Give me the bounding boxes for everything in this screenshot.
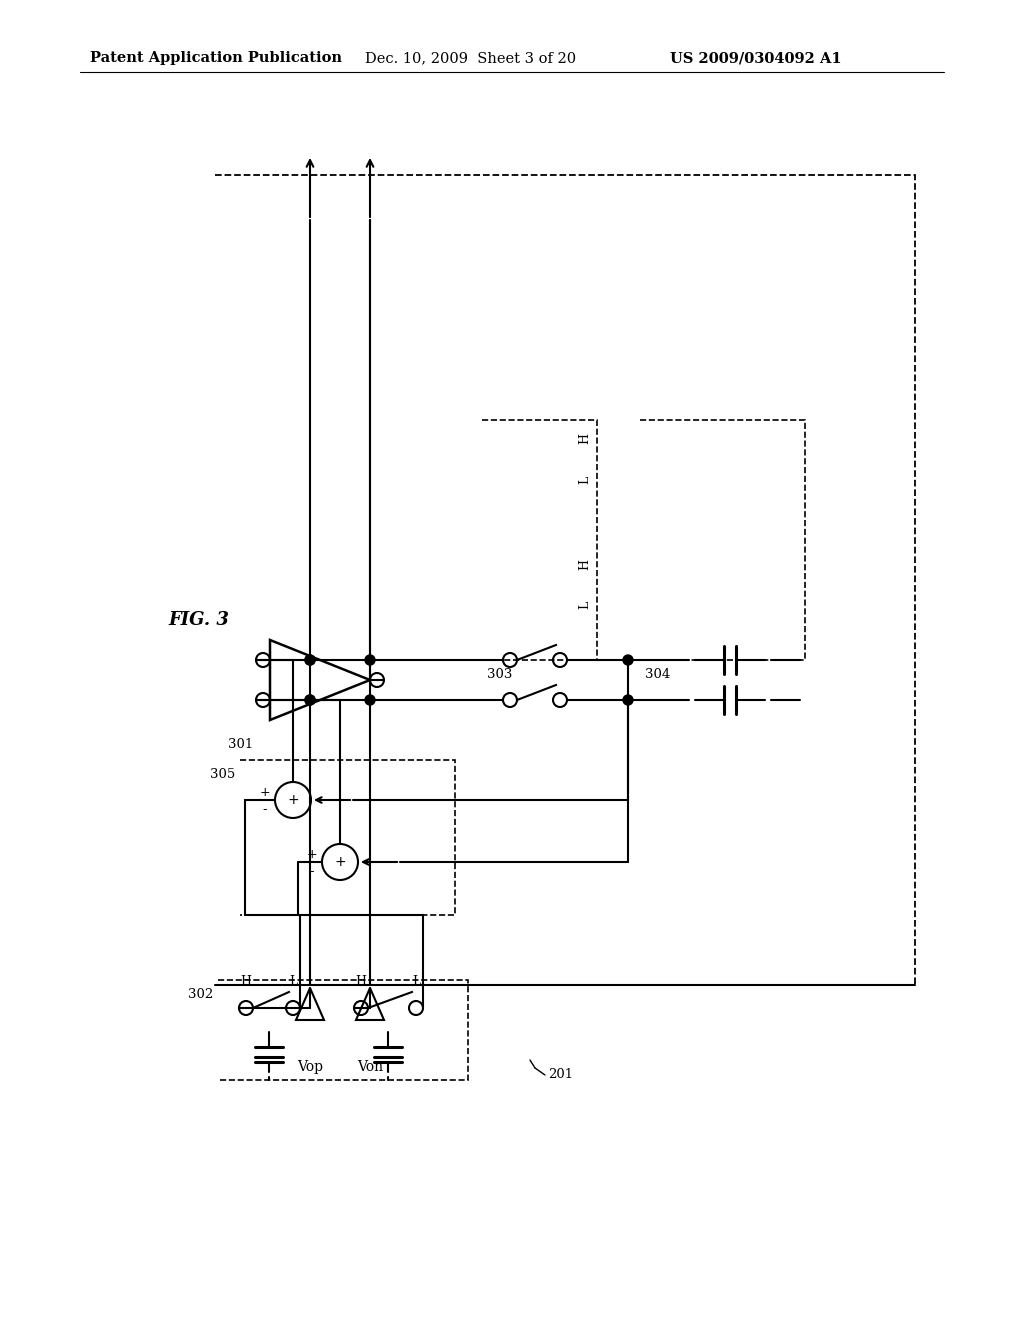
Circle shape <box>365 696 375 705</box>
Text: H: H <box>241 975 252 987</box>
Text: +: + <box>287 793 299 807</box>
Circle shape <box>365 655 375 665</box>
Text: L: L <box>412 975 420 987</box>
Circle shape <box>623 655 633 665</box>
Circle shape <box>623 696 633 705</box>
Circle shape <box>305 655 315 665</box>
Text: Patent Application Publication: Patent Application Publication <box>90 51 342 65</box>
Text: Vop: Vop <box>297 1060 323 1074</box>
Text: +: + <box>334 855 346 869</box>
Circle shape <box>305 696 315 705</box>
Text: H: H <box>579 433 592 444</box>
Text: 201: 201 <box>548 1068 573 1081</box>
Text: US 2009/0304092 A1: US 2009/0304092 A1 <box>670 51 842 65</box>
Text: 303: 303 <box>487 668 512 681</box>
Circle shape <box>305 655 315 665</box>
Text: FIG. 3: FIG. 3 <box>168 611 229 630</box>
Text: L: L <box>579 601 592 609</box>
Text: L: L <box>579 477 592 484</box>
Text: Von: Von <box>357 1060 383 1074</box>
Text: H: H <box>355 975 367 987</box>
Text: 304: 304 <box>645 668 671 681</box>
Text: Dec. 10, 2009  Sheet 3 of 20: Dec. 10, 2009 Sheet 3 of 20 <box>365 51 577 65</box>
Text: 305: 305 <box>210 768 234 781</box>
Text: -: - <box>263 804 267 817</box>
Text: -: - <box>309 866 314 879</box>
Text: 301: 301 <box>228 738 253 751</box>
Text: +: + <box>260 785 270 799</box>
Text: H: H <box>579 560 592 570</box>
Text: L: L <box>289 975 297 987</box>
Text: +: + <box>306 847 317 861</box>
Circle shape <box>305 696 315 705</box>
Text: 302: 302 <box>187 987 213 1001</box>
